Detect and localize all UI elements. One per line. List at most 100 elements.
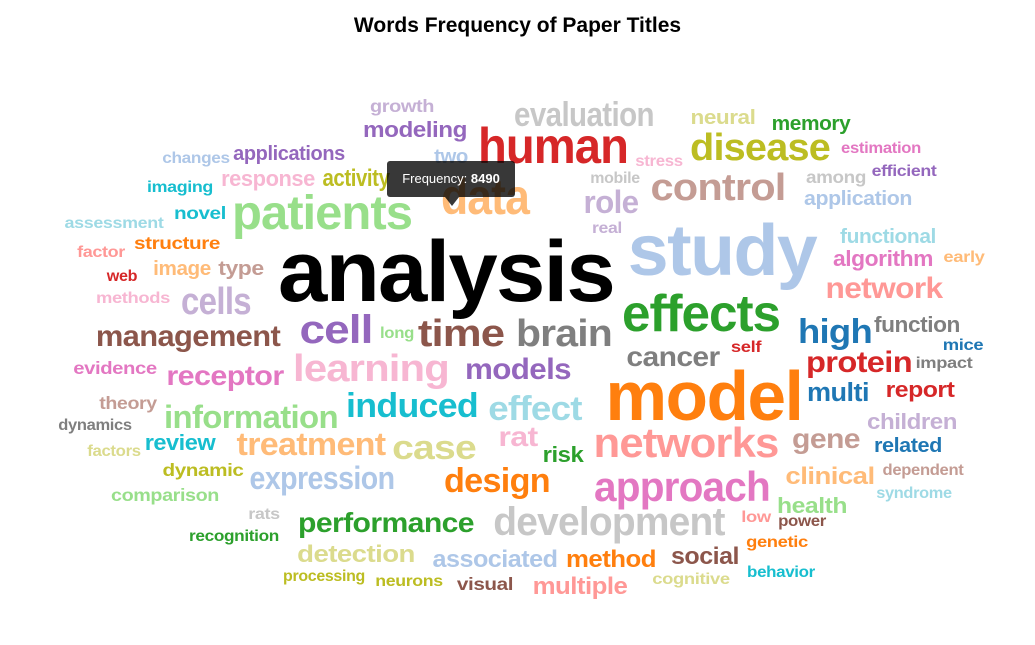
word-genetic[interactable]: genetic xyxy=(746,532,809,551)
word-patients[interactable]: patients xyxy=(232,186,413,239)
word-detection[interactable]: detection xyxy=(297,542,415,568)
word-factors[interactable]: factors xyxy=(87,442,141,460)
word-growth[interactable]: growth xyxy=(370,97,434,117)
word-cell[interactable]: cell xyxy=(299,308,373,353)
word-processing[interactable]: processing xyxy=(283,568,365,585)
word-cells[interactable]: cells xyxy=(181,280,252,323)
word-activity[interactable]: activity xyxy=(322,164,390,191)
word-report[interactable]: report xyxy=(886,377,956,401)
word-mobile[interactable]: mobile xyxy=(590,170,640,187)
word-among[interactable]: among xyxy=(806,166,866,186)
word-role[interactable]: role xyxy=(584,184,640,220)
word-review[interactable]: review xyxy=(145,430,217,455)
word-image[interactable]: image xyxy=(153,258,211,280)
word-evidence[interactable]: evidence xyxy=(73,359,157,379)
word-management[interactable]: management xyxy=(96,319,281,352)
word-disease[interactable]: disease xyxy=(690,127,831,169)
word-novel[interactable]: novel xyxy=(174,203,226,223)
word-development[interactable]: development xyxy=(493,500,726,545)
word-evaluation[interactable]: evaluation xyxy=(514,95,655,133)
word-early[interactable]: early xyxy=(943,247,985,266)
word-information[interactable]: information xyxy=(164,399,339,434)
word-low[interactable]: low xyxy=(741,507,772,526)
word-self[interactable]: self xyxy=(731,337,762,356)
word-structure[interactable]: structure xyxy=(134,233,221,253)
word-model[interactable]: model xyxy=(606,357,804,435)
word-receptor[interactable]: receptor xyxy=(166,360,284,392)
word-cognitive[interactable]: cognitive xyxy=(652,569,730,588)
word-neurons[interactable]: neurons xyxy=(375,572,443,590)
word-imaging[interactable]: imaging xyxy=(147,178,213,196)
word-changes[interactable]: changes xyxy=(162,149,230,167)
word-approach[interactable]: approach xyxy=(594,463,771,510)
word-memory[interactable]: memory xyxy=(772,113,852,135)
word-long[interactable]: long xyxy=(380,324,414,342)
word-induced[interactable]: induced xyxy=(346,387,479,425)
word-power[interactable]: power xyxy=(778,512,827,530)
word-cancer[interactable]: cancer xyxy=(626,342,720,373)
word-case[interactable]: case xyxy=(392,428,477,466)
word-syndrome[interactable]: syndrome xyxy=(876,484,952,502)
word-method[interactable]: method xyxy=(566,546,656,573)
word-application[interactable]: application xyxy=(804,188,912,210)
word-expression[interactable]: expression xyxy=(250,462,395,497)
word-multiple[interactable]: multiple xyxy=(533,573,628,600)
word-applications[interactable]: applications xyxy=(233,143,345,165)
word-control[interactable]: control xyxy=(651,167,787,209)
word-learning[interactable]: learning xyxy=(293,348,450,390)
word-rats[interactable]: rats xyxy=(248,505,280,523)
word-models[interactable]: models xyxy=(465,352,572,386)
word-methods[interactable]: methods xyxy=(96,288,170,307)
word-multi[interactable]: multi xyxy=(807,377,870,406)
word-algorithm[interactable]: algorithm xyxy=(833,246,933,271)
word-social[interactable]: social xyxy=(671,543,739,569)
word-assessment[interactable]: assessment xyxy=(65,214,165,232)
word-visual[interactable]: visual xyxy=(457,574,514,594)
word-risk[interactable]: risk xyxy=(543,442,585,467)
word-clinical[interactable]: clinical xyxy=(785,464,875,490)
word-analysis[interactable]: analysis xyxy=(278,223,616,319)
word-related[interactable]: related xyxy=(874,435,942,457)
word-network[interactable]: network xyxy=(825,271,944,305)
word-recognition[interactable]: recognition xyxy=(189,527,280,545)
word-stress[interactable]: stress xyxy=(635,152,683,170)
word-modeling[interactable]: modeling xyxy=(363,117,467,142)
word-time[interactable]: time xyxy=(418,312,505,355)
word-children[interactable]: children xyxy=(867,409,957,434)
word-mice[interactable]: mice xyxy=(943,335,984,354)
word-effect[interactable]: effect xyxy=(488,389,583,427)
word-response[interactable]: response xyxy=(221,166,315,191)
word-brain[interactable]: brain xyxy=(516,312,613,354)
tooltip-value: 8490 xyxy=(470,171,500,186)
word-factor[interactable]: factor xyxy=(77,243,126,261)
word-neural[interactable]: neural xyxy=(691,106,756,129)
word-high[interactable]: high xyxy=(798,313,873,351)
chart-title: Words Frequency of Paper Titles xyxy=(353,14,682,37)
word-functional[interactable]: functional xyxy=(840,225,936,247)
word-efficient[interactable]: efficient xyxy=(872,162,938,180)
word-comparison[interactable]: comparison xyxy=(111,486,219,506)
word-rat[interactable]: rat xyxy=(498,422,538,453)
word-study[interactable]: study xyxy=(628,211,820,291)
word-dynamics[interactable]: dynamics xyxy=(58,416,132,434)
word-impact[interactable]: impact xyxy=(916,353,974,372)
word-gene[interactable]: gene xyxy=(792,424,861,455)
word-behavior[interactable]: behavior xyxy=(747,563,816,580)
word-estimation[interactable]: estimation xyxy=(841,139,921,157)
word-theory[interactable]: theory xyxy=(99,393,158,413)
word-type[interactable]: type xyxy=(218,256,264,279)
word-protein[interactable]: protein xyxy=(806,345,913,379)
word-dependent[interactable]: dependent xyxy=(883,461,965,479)
word-dynamic[interactable]: dynamic xyxy=(162,460,244,480)
word-effects[interactable]: effects xyxy=(622,284,781,342)
word-design[interactable]: design xyxy=(444,462,551,500)
word-networks[interactable]: networks xyxy=(594,420,780,467)
frequency-tooltip: Frequency: 8490 xyxy=(387,161,515,206)
word-function[interactable]: function xyxy=(874,312,960,337)
word-web[interactable]: web xyxy=(106,267,138,285)
word-associated[interactable]: associated xyxy=(433,546,558,572)
word-performance[interactable]: performance xyxy=(298,508,475,539)
word-health[interactable]: health xyxy=(777,493,847,517)
word-treatment[interactable]: treatment xyxy=(237,426,387,462)
word-real[interactable]: real xyxy=(592,219,622,237)
